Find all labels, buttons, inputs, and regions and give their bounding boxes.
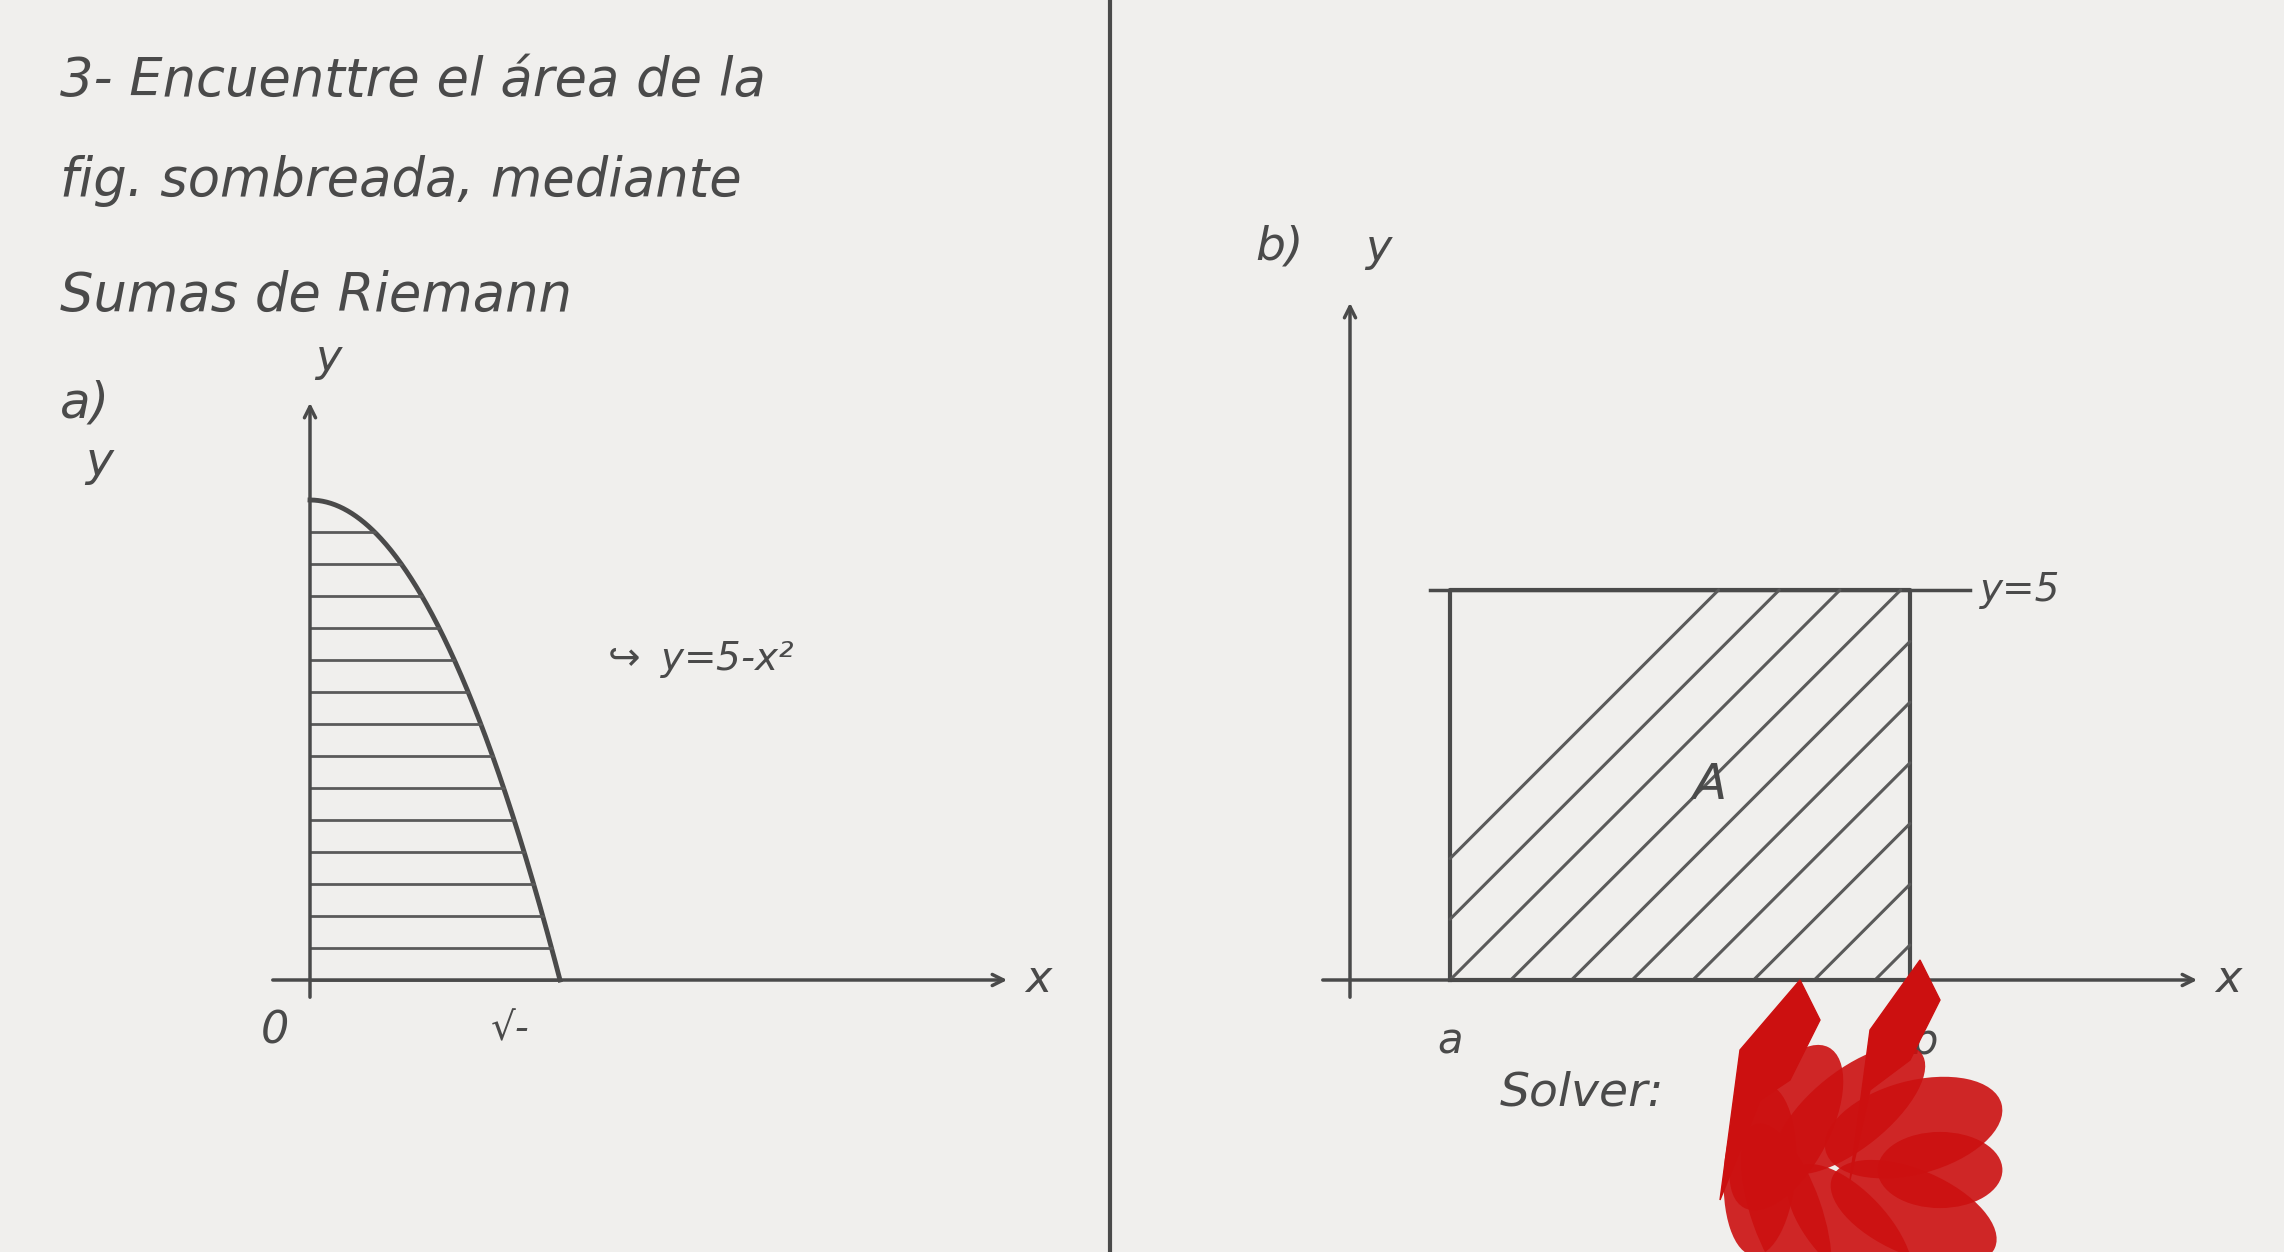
Text: y: y xyxy=(315,337,340,381)
Ellipse shape xyxy=(1825,1159,2003,1252)
Text: x: x xyxy=(1026,959,1051,1002)
Text: √-: √- xyxy=(491,1010,530,1048)
Text: Sumas de Riemann: Sumas de Riemann xyxy=(59,270,571,322)
Text: 0: 0 xyxy=(260,1010,290,1053)
Text: a): a) xyxy=(59,381,110,428)
Text: 3- Encuenttre el área de la: 3- Encuenttre el área de la xyxy=(59,55,765,106)
Ellipse shape xyxy=(1782,1159,1919,1252)
Text: b: b xyxy=(1912,1020,1939,1062)
Text: y=5: y=5 xyxy=(1980,571,2060,608)
Text: x: x xyxy=(2215,959,2241,1002)
Polygon shape xyxy=(1720,980,1820,1199)
Text: y: y xyxy=(85,439,112,485)
Text: Solver:: Solver: xyxy=(1501,1070,1665,1116)
Ellipse shape xyxy=(1777,1047,1923,1174)
Ellipse shape xyxy=(1724,1043,1848,1212)
Text: fig. sombreada, mediante: fig. sombreada, mediante xyxy=(59,155,742,207)
Ellipse shape xyxy=(1736,1123,1836,1252)
Text: b): b) xyxy=(1254,225,1304,270)
Ellipse shape xyxy=(1852,1084,1973,1171)
Ellipse shape xyxy=(1727,1087,1793,1252)
Text: $\hookrightarrow$ y=5-x²: $\hookrightarrow$ y=5-x² xyxy=(601,640,795,681)
Ellipse shape xyxy=(1848,1127,2033,1213)
Polygon shape xyxy=(1850,960,1939,1179)
Text: A: A xyxy=(1692,761,1727,809)
Text: a: a xyxy=(1437,1020,1462,1062)
Text: y: y xyxy=(1366,227,1391,270)
